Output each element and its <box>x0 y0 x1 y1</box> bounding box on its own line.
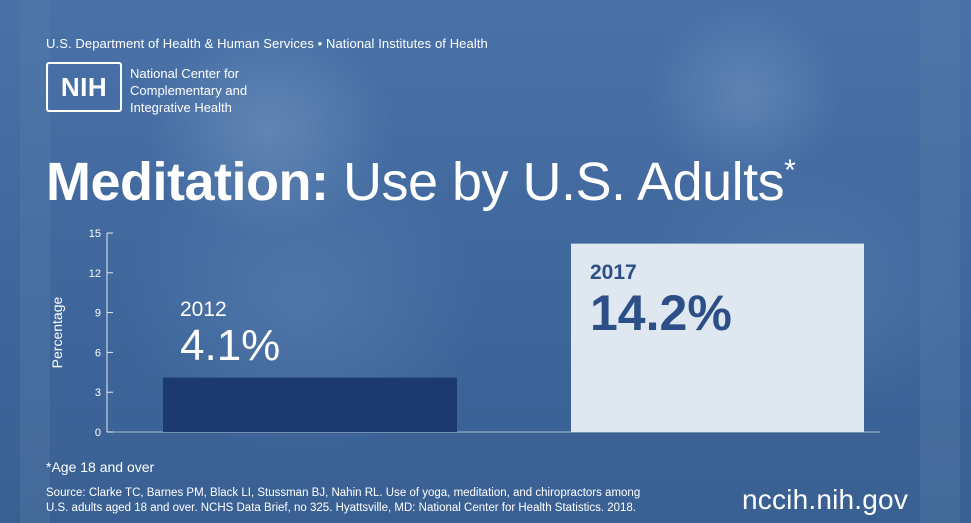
agency-line: U.S. Department of Health & Human Servic… <box>46 36 488 51</box>
title-rest: Use by U.S. Adults <box>328 152 785 212</box>
title-asterisk: * <box>784 154 796 187</box>
y-tick-label: 9 <box>95 308 101 320</box>
y-tick-label: 15 <box>89 228 101 240</box>
category-label: 2017 <box>590 261 637 284</box>
footnote: *Age 18 and over <box>46 459 155 475</box>
data-label: 4.1% <box>180 321 280 370</box>
category-label: 2012 <box>180 298 227 321</box>
bar-2017 <box>571 243 864 432</box>
website-url: nccih.nih.gov <box>742 484 909 515</box>
data-label: 14.2% <box>590 285 732 341</box>
background-shape <box>20 0 50 523</box>
y-tick-label: 3 <box>95 387 101 399</box>
center-name-line: Complementary and <box>130 83 248 98</box>
center-name-line: National Center for <box>130 66 240 81</box>
nih-logo-mark: NIH <box>60 71 108 102</box>
y-tick-label: 12 <box>89 268 101 280</box>
y-axis-label: Percentage <box>49 296 65 368</box>
center-name: National Center for Complementary and In… <box>130 65 280 116</box>
title-bold: Meditation: <box>46 152 329 212</box>
source-citation: Source: Clarke TC, Barnes PM, Black LI, … <box>46 486 696 516</box>
background-shape <box>920 0 960 523</box>
bar-2012 <box>163 377 457 432</box>
y-tick-label: 0 <box>95 427 101 439</box>
source-line: U.S. adults aged 18 and over. NCHS Data … <box>46 502 636 514</box>
source-line: Source: Clarke TC, Barnes PM, Black LI, … <box>46 487 641 499</box>
center-name-line: Integrative Health <box>130 100 232 115</box>
y-tick-label: 6 <box>95 347 101 359</box>
nih-logo: NIH <box>46 62 122 112</box>
page-title: Meditation: Use by U.S. Adults* <box>46 140 796 213</box>
